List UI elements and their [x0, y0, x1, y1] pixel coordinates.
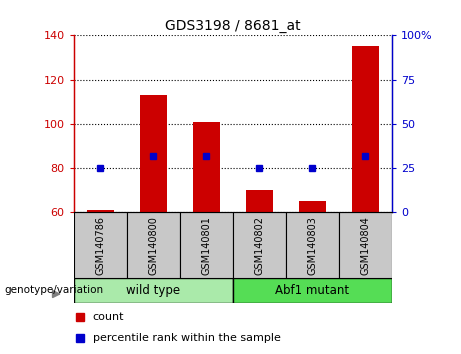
Text: count: count: [93, 312, 124, 322]
Text: GSM140804: GSM140804: [361, 216, 370, 275]
Bar: [339, 212, 392, 278]
Bar: [74, 278, 233, 303]
Bar: [233, 278, 392, 303]
Bar: [127, 212, 180, 278]
Text: GSM140786: GSM140786: [95, 216, 105, 275]
Bar: [352, 46, 378, 212]
Text: GSM140802: GSM140802: [254, 216, 264, 275]
Bar: [74, 212, 127, 278]
Bar: [193, 122, 219, 212]
Bar: [180, 212, 233, 278]
Bar: [87, 210, 113, 212]
Bar: [246, 190, 272, 212]
Text: GSM140803: GSM140803: [307, 216, 317, 275]
Text: genotype/variation: genotype/variation: [5, 285, 104, 295]
Bar: [140, 95, 166, 212]
Title: GDS3198 / 8681_at: GDS3198 / 8681_at: [165, 19, 301, 33]
Bar: [233, 212, 286, 278]
Text: GSM140801: GSM140801: [201, 216, 211, 275]
Text: wild type: wild type: [126, 284, 180, 297]
Text: GSM140800: GSM140800: [148, 216, 158, 275]
Text: percentile rank within the sample: percentile rank within the sample: [93, 332, 281, 343]
Text: Abf1 mutant: Abf1 mutant: [275, 284, 349, 297]
Bar: [299, 201, 325, 212]
Bar: [286, 212, 339, 278]
